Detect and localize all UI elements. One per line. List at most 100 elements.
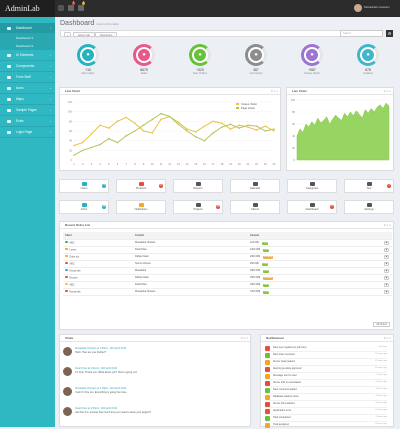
data-point[interactable] xyxy=(255,129,258,131)
data-point[interactable] xyxy=(134,130,136,132)
table-row[interactable]: ABC Dulal Khan 2000.00$ Paid ◉ xyxy=(63,281,392,289)
shortcut-tile[interactable]: Projects 18 xyxy=(173,200,223,214)
table-row[interactable]: Dolor Inc Rafiqul Islam 2300.00$ Pending ◉ xyxy=(63,253,392,261)
data-point[interactable] xyxy=(186,130,188,132)
data-point[interactable] xyxy=(264,130,267,132)
data-point[interactable] xyxy=(212,132,214,134)
table-row[interactable]: ABC Sumon Ahmed 250.00$ Paid ◉ xyxy=(63,260,392,268)
notification-item[interactable]: Server #12 is overloaded 2 hours ago xyxy=(265,380,387,387)
shortcut-tile[interactable]: Settings xyxy=(344,200,394,214)
data-point[interactable] xyxy=(194,131,197,133)
data-point[interactable] xyxy=(116,141,119,144)
sidebar-item[interactable]: Extra › xyxy=(0,116,55,127)
panel-tools[interactable]: ⚙ ▾ ✕ xyxy=(270,90,278,93)
data-point[interactable] xyxy=(194,136,197,138)
notification-item[interactable]: Database backup done 4 hours ago xyxy=(265,394,387,401)
view-icon[interactable]: ◉ xyxy=(384,261,389,266)
data-point[interactable] xyxy=(90,146,93,149)
data-point[interactable] xyxy=(238,124,241,126)
data-point[interactable] xyxy=(107,137,110,140)
data-point[interactable] xyxy=(73,154,75,156)
data-point[interactable] xyxy=(247,124,249,126)
shortcut-tile[interactable]: Dashboard 2 xyxy=(287,200,337,214)
shortcut-tile[interactable]: Products 8 xyxy=(116,179,166,193)
data-point[interactable] xyxy=(151,132,154,134)
sidebar-item[interactable]: Dashboard › xyxy=(0,23,55,34)
avatar[interactable] xyxy=(63,367,72,376)
shortcut-tile[interactable]: Text 3 xyxy=(344,179,394,193)
search-input[interactable]: Search xyxy=(340,30,383,37)
stat-widget[interactable]: ● 8675 Sales xyxy=(116,44,172,75)
data-point[interactable] xyxy=(134,122,136,125)
shortcut-tile[interactable]: Calendar xyxy=(230,179,280,193)
data-point[interactable] xyxy=(177,121,180,124)
avatar[interactable] xyxy=(63,387,72,396)
data-point[interactable] xyxy=(81,141,84,144)
data-point[interactable] xyxy=(99,143,101,146)
panel-tools[interactable]: ⚙ ▾ ✕ xyxy=(240,337,248,340)
sidebar-item[interactable]: Icons › xyxy=(0,83,55,94)
table-row[interactable]: ABC Mosaddek Hossain 120.00$ Paid ◉ xyxy=(63,239,392,247)
data-point[interactable] xyxy=(203,125,206,127)
data-point[interactable] xyxy=(90,133,93,135)
sidebar-item[interactable]: Sample Pages › xyxy=(0,105,55,116)
data-point[interactable] xyxy=(151,118,154,121)
data-point[interactable] xyxy=(73,144,75,147)
data-point[interactable] xyxy=(221,122,223,125)
sidebar-subitem[interactable]: Dashboard 2 xyxy=(0,42,55,50)
notification-item[interactable]: Message sent to user 1 hour ago xyxy=(265,373,387,380)
shortcut-tile[interactable]: Inbox 16 xyxy=(59,200,109,214)
notification-item[interactable]: New order received 15 mins ago xyxy=(265,352,387,359)
chat-author[interactable]: Mosaddek Hossain at 2:03pm, 13th April 2… xyxy=(75,387,127,390)
data-point[interactable] xyxy=(142,130,145,132)
data-point[interactable] xyxy=(212,120,214,123)
shortcut-tile[interactable]: Categories xyxy=(287,179,337,193)
data-point[interactable] xyxy=(186,128,188,130)
mail-icon[interactable] xyxy=(68,5,74,11)
data-point[interactable] xyxy=(229,128,232,130)
data-point[interactable] xyxy=(168,115,171,118)
data-point[interactable] xyxy=(238,127,241,129)
view-icon[interactable]: ◉ xyxy=(384,247,389,252)
sidebar-item[interactable]: Login Page › xyxy=(0,127,55,138)
view-icon[interactable]: ◉ xyxy=(384,254,389,259)
data-point[interactable] xyxy=(255,125,258,127)
panel-tools[interactable]: ⚙ ▾ ✕ xyxy=(383,224,391,227)
avatar[interactable] xyxy=(63,407,72,416)
data-point[interactable] xyxy=(160,118,162,121)
notification-item[interactable]: Alerting pending approval 40 mins ago xyxy=(265,366,387,373)
stat-widget[interactable]: ● +320 New Orders xyxy=(172,44,228,75)
data-point[interactable] xyxy=(273,128,275,130)
sidebar-toggle-icon[interactable] xyxy=(58,5,64,11)
data-point[interactable] xyxy=(247,126,249,128)
data-point[interactable] xyxy=(264,125,267,127)
stat-widget[interactable]: ● +987 Unique Visitor xyxy=(284,44,340,75)
chat-author[interactable]: Dulal Khan at 2:05pm, 13th April 2013 xyxy=(75,407,118,410)
sidebar-item[interactable]: Maps › xyxy=(0,94,55,105)
stat-widget[interactable]: ● +10 New Users xyxy=(60,44,116,75)
home-icon[interactable]: ⌂ xyxy=(64,32,71,37)
panel-tools[interactable]: ⚙ ▾ ✕ xyxy=(383,90,391,93)
data-point[interactable] xyxy=(273,130,275,132)
sidebar-item[interactable]: Form Stuff › xyxy=(0,72,55,83)
table-row[interactable]: Lorem Dulal Khan 2400.00$ Paid ◉ xyxy=(63,246,392,254)
view-icon[interactable]: ◉ xyxy=(384,275,389,280)
view-icon[interactable]: ◉ xyxy=(384,240,389,245)
table-row[interactable]: Nectar lab Mosaddek 4500.00$ Paid ◉ xyxy=(63,267,392,275)
notification-item[interactable]: Application error 6 hours ago xyxy=(265,408,387,415)
app-logo[interactable]: AdminLab xyxy=(0,0,55,17)
notification-item[interactable]: Server #3 restarted 5 hours ago xyxy=(265,401,387,408)
data-point[interactable] xyxy=(125,135,127,137)
notification-item[interactable]: New user registered, pull here Just now xyxy=(265,345,387,352)
sidebar-subitem[interactable]: Dashboard 1 xyxy=(0,34,55,42)
notification-item[interactable]: Task completed 7 hours ago xyxy=(265,415,387,422)
data-point[interactable] xyxy=(81,149,84,152)
data-point[interactable] xyxy=(125,116,127,119)
stat-widget[interactable]: ● 678 Updates xyxy=(340,44,396,75)
view-icon[interactable]: ◉ xyxy=(384,268,389,273)
shortcut-tile[interactable]: Clients xyxy=(230,200,280,214)
table-row[interactable]: Nectar lab Mosaddek Hossain 7200.00$ Paid ◉ xyxy=(63,288,392,296)
chat-author[interactable]: Dulal Khan at 2:01pm, 13th April 2013 xyxy=(75,367,118,370)
stat-widget[interactable]: ● 387 Comments xyxy=(228,44,284,75)
data-point[interactable] xyxy=(99,124,101,126)
